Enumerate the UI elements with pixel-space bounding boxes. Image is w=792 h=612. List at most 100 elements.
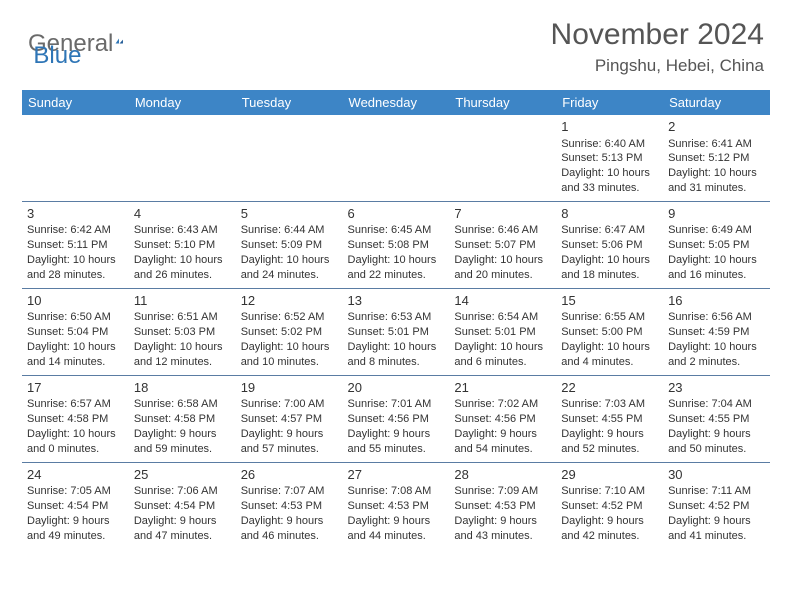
calendar-cell: 7Sunrise: 6:46 AMSunset: 5:07 PMDaylight… [449,201,556,288]
calendar-cell: 10Sunrise: 6:50 AMSunset: 5:04 PMDayligh… [22,288,129,375]
sunrise-line: Sunrise: 6:45 AM [348,223,445,238]
day-number: 21 [454,379,551,397]
day-number: 29 [561,466,658,484]
title-block: November 2024 Pingshu, Hebei, China [551,18,764,76]
day-number: 7 [454,205,551,223]
calendar-header-row: SundayMondayTuesdayWednesdayThursdayFrid… [22,90,770,115]
sunrise-line: Sunrise: 7:04 AM [668,397,765,412]
daylight-line: Daylight: 10 hours and 33 minutes. [561,166,658,196]
calendar-cell: 12Sunrise: 6:52 AMSunset: 5:02 PMDayligh… [236,288,343,375]
sunset-line: Sunset: 4:53 PM [348,499,445,514]
sunrise-line: Sunrise: 7:10 AM [561,484,658,499]
sunset-line: Sunset: 4:54 PM [134,499,231,514]
day-number: 25 [134,466,231,484]
day-number: 5 [241,205,338,223]
calendar-cell: 18Sunrise: 6:58 AMSunset: 4:58 PMDayligh… [129,375,236,462]
calendar-cell: 24Sunrise: 7:05 AMSunset: 4:54 PMDayligh… [22,462,129,548]
day-header: Sunday [22,90,129,115]
day-number: 14 [454,292,551,310]
calendar-cell: 19Sunrise: 7:00 AMSunset: 4:57 PMDayligh… [236,375,343,462]
sunrise-line: Sunrise: 7:11 AM [668,484,765,499]
sunrise-line: Sunrise: 7:03 AM [561,397,658,412]
sunrise-line: Sunrise: 6:49 AM [668,223,765,238]
day-header: Monday [129,90,236,115]
sunset-line: Sunset: 5:06 PM [561,238,658,253]
daylight-line: Daylight: 10 hours and 31 minutes. [668,166,765,196]
sunset-line: Sunset: 4:59 PM [668,325,765,340]
daylight-line: Daylight: 9 hours and 43 minutes. [454,514,551,544]
daylight-line: Daylight: 10 hours and 4 minutes. [561,340,658,370]
day-number: 9 [668,205,765,223]
day-number: 19 [241,379,338,397]
daylight-line: Daylight: 10 hours and 24 minutes. [241,253,338,283]
calendar-cell: 1Sunrise: 6:40 AMSunset: 5:13 PMDaylight… [556,115,663,201]
day-number: 11 [134,292,231,310]
sunset-line: Sunset: 4:56 PM [348,412,445,427]
calendar-cell [343,115,450,201]
sunrise-line: Sunrise: 6:40 AM [561,137,658,152]
daylight-line: Daylight: 10 hours and 26 minutes. [134,253,231,283]
daylight-line: Daylight: 9 hours and 49 minutes. [27,514,124,544]
sunrise-line: Sunrise: 7:02 AM [454,397,551,412]
sunset-line: Sunset: 5:10 PM [134,238,231,253]
sunrise-line: Sunrise: 6:46 AM [454,223,551,238]
day-number: 20 [348,379,445,397]
sunrise-line: Sunrise: 7:01 AM [348,397,445,412]
calendar-cell: 3Sunrise: 6:42 AMSunset: 5:11 PMDaylight… [22,201,129,288]
daylight-line: Daylight: 9 hours and 44 minutes. [348,514,445,544]
daylight-line: Daylight: 10 hours and 14 minutes. [27,340,124,370]
day-header: Wednesday [343,90,450,115]
daylight-line: Daylight: 10 hours and 8 minutes. [348,340,445,370]
day-number: 8 [561,205,658,223]
day-number: 18 [134,379,231,397]
day-number: 2 [668,118,765,136]
sunrise-line: Sunrise: 7:05 AM [27,484,124,499]
daylight-line: Daylight: 9 hours and 47 minutes. [134,514,231,544]
calendar-table: SundayMondayTuesdayWednesdayThursdayFrid… [22,90,770,549]
sunrise-line: Sunrise: 6:51 AM [134,310,231,325]
sunset-line: Sunset: 4:58 PM [134,412,231,427]
sunset-line: Sunset: 5:07 PM [454,238,551,253]
sunrise-line: Sunrise: 7:06 AM [134,484,231,499]
sunrise-line: Sunrise: 6:41 AM [668,137,765,152]
daylight-line: Daylight: 10 hours and 12 minutes. [134,340,231,370]
calendar-cell: 30Sunrise: 7:11 AMSunset: 4:52 PMDayligh… [663,462,770,548]
sunset-line: Sunset: 4:56 PM [454,412,551,427]
sunset-line: Sunset: 5:03 PM [134,325,231,340]
day-number: 4 [134,205,231,223]
day-number: 1 [561,118,658,136]
sunset-line: Sunset: 5:04 PM [27,325,124,340]
sunset-line: Sunset: 5:05 PM [668,238,765,253]
sunrise-line: Sunrise: 6:54 AM [454,310,551,325]
day-number: 16 [668,292,765,310]
calendar-cell: 17Sunrise: 6:57 AMSunset: 4:58 PMDayligh… [22,375,129,462]
day-header: Tuesday [236,90,343,115]
daylight-line: Daylight: 10 hours and 28 minutes. [27,253,124,283]
calendar-cell: 27Sunrise: 7:08 AMSunset: 4:53 PMDayligh… [343,462,450,548]
calendar-cell: 9Sunrise: 6:49 AMSunset: 5:05 PMDaylight… [663,201,770,288]
calendar-row: 24Sunrise: 7:05 AMSunset: 4:54 PMDayligh… [22,462,770,548]
sunrise-line: Sunrise: 7:07 AM [241,484,338,499]
sunrise-line: Sunrise: 6:42 AM [27,223,124,238]
daylight-line: Daylight: 10 hours and 20 minutes. [454,253,551,283]
calendar-cell: 5Sunrise: 6:44 AMSunset: 5:09 PMDaylight… [236,201,343,288]
sunrise-line: Sunrise: 6:43 AM [134,223,231,238]
daylight-line: Daylight: 9 hours and 59 minutes. [134,427,231,457]
month-title: November 2024 [551,18,764,52]
location: Pingshu, Hebei, China [551,56,764,76]
sunset-line: Sunset: 5:01 PM [348,325,445,340]
day-header: Friday [556,90,663,115]
calendar-row: 1Sunrise: 6:40 AMSunset: 5:13 PMDaylight… [22,115,770,201]
calendar-cell [236,115,343,201]
day-number: 24 [27,466,124,484]
daylight-line: Daylight: 10 hours and 18 minutes. [561,253,658,283]
daylight-line: Daylight: 9 hours and 54 minutes. [454,427,551,457]
day-number: 3 [27,205,124,223]
calendar-cell: 29Sunrise: 7:10 AMSunset: 4:52 PMDayligh… [556,462,663,548]
daylight-line: Daylight: 10 hours and 22 minutes. [348,253,445,283]
sunrise-line: Sunrise: 6:52 AM [241,310,338,325]
day-number: 22 [561,379,658,397]
sunrise-line: Sunrise: 6:56 AM [668,310,765,325]
day-number: 12 [241,292,338,310]
day-number: 23 [668,379,765,397]
